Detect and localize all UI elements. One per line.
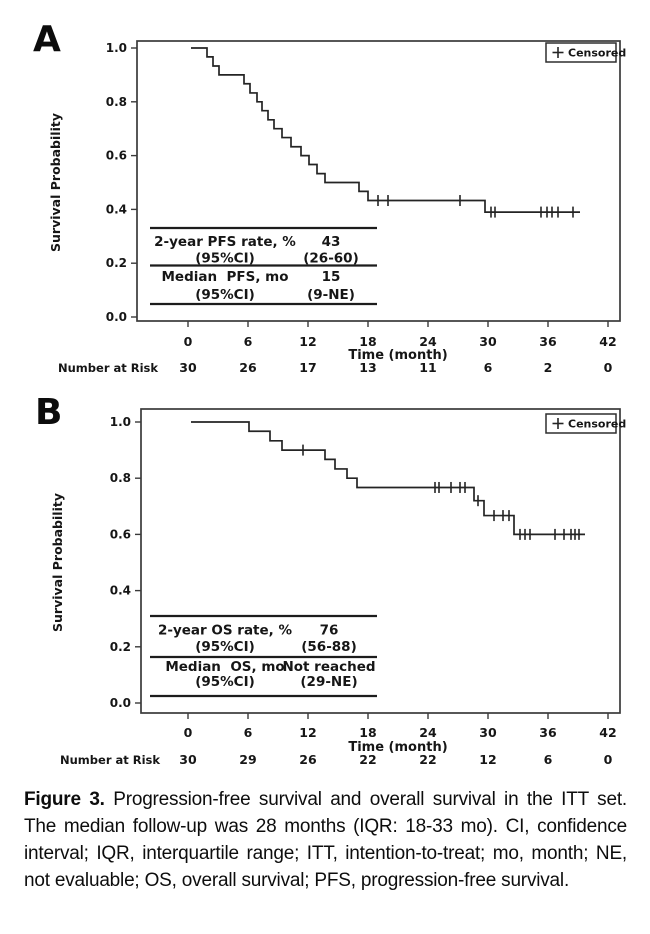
inset-table-value: Not reached <box>282 659 375 675</box>
number-at-risk-value: 30 <box>179 360 197 375</box>
x-tick-label: 12 <box>299 725 316 740</box>
inset-table-value: 76 <box>320 623 339 639</box>
number-at-risk-label: Number at Risk <box>60 753 160 767</box>
x-tick-label: 0 <box>184 725 193 740</box>
number-at-risk-value: 22 <box>419 752 436 767</box>
x-tick-label: 36 <box>539 334 557 349</box>
survival-step-curve <box>191 47 580 213</box>
number-at-risk-value: 30 <box>179 752 197 767</box>
legend-censored-label: Censored <box>568 47 626 60</box>
panel-a-letter: A <box>33 19 61 60</box>
number-at-risk-value: 17 <box>299 360 316 375</box>
caption-label: Figure 3. <box>24 789 105 810</box>
number-at-risk-value: 0 <box>604 360 613 375</box>
legend-box <box>545 413 617 434</box>
km-chart-os: 1.0 0.8 0.6 0.4 0.2 0.0 0 6 12 18 24 30 36 42 Time (mo… <box>50 408 626 767</box>
x-tick-label: 0 <box>184 334 193 349</box>
inset-table-value: 15 <box>322 269 341 285</box>
number-at-risk-label: Number at Risk <box>58 361 158 375</box>
number-at-risk-value: 29 <box>239 752 256 767</box>
x-tick-label: 24 <box>419 725 437 740</box>
inset-table-value: (26-60) <box>303 251 359 267</box>
y-tick-label: 0.4 <box>110 584 131 598</box>
x-tick-label: 6 <box>244 334 253 349</box>
y-tick-label: 0.0 <box>106 310 127 324</box>
x-tick-label: 18 <box>359 725 376 740</box>
y-tick-label: 0.4 <box>106 202 127 216</box>
plot-border <box>140 408 621 714</box>
x-tick-label: 30 <box>479 725 497 740</box>
y-tick-label: 0.2 <box>110 640 131 654</box>
x-axis-title: Time (month) <box>348 740 447 755</box>
x-tick-label: 12 <box>299 334 316 349</box>
y-tick-label: 0.2 <box>106 256 127 270</box>
plot-border <box>136 40 621 322</box>
y-axis-title: Survival Probability <box>50 493 65 632</box>
legend-box <box>545 42 617 63</box>
inset-table-label: (95%CI) <box>195 251 255 267</box>
inset-table-label: 2-year OS rate, % <box>158 623 293 639</box>
survival-step-curve <box>191 421 585 536</box>
number-at-risk-value: 26 <box>239 360 257 375</box>
number-at-risk-value: 2 <box>544 360 553 375</box>
y-tick-label: 0.0 <box>110 696 131 710</box>
y-tick-label: 0.6 <box>110 527 131 541</box>
number-at-risk-value: 6 <box>484 360 493 375</box>
number-at-risk-value: 11 <box>419 360 436 375</box>
legend-censored-label: Censored <box>568 418 626 431</box>
inset-table-label: (95%CI) <box>195 639 255 655</box>
x-tick-label: 36 <box>539 725 557 740</box>
y-tick-label: 0.8 <box>110 471 131 485</box>
inset-table-value: (56-88) <box>301 639 357 655</box>
inset-table-value: (9-NE) <box>307 287 355 303</box>
number-at-risk-value: 6 <box>544 752 553 767</box>
inset-table-label: 2-year PFS rate, % <box>154 234 296 250</box>
y-tick-label: 1.0 <box>106 41 127 55</box>
inset-table-label: (95%CI) <box>195 674 255 690</box>
inset-table-value: 43 <box>322 234 341 250</box>
number-at-risk-value: 12 <box>479 752 496 767</box>
number-at-risk-value: 13 <box>359 360 376 375</box>
x-tick-label: 42 <box>599 725 616 740</box>
x-tick-label: 24 <box>419 334 437 349</box>
y-tick-label: 1.0 <box>110 415 131 429</box>
x-tick-label: 30 <box>479 334 497 349</box>
figure-caption: Figure 3. Progression-free survival and … <box>24 786 627 894</box>
panel-b-letter: B <box>35 392 63 433</box>
y-axis-title: Survival Probability <box>48 113 63 252</box>
caption-text: Progression-free survival and overall su… <box>24 789 627 891</box>
inset-table-label: Median OS, mo <box>165 659 284 675</box>
y-tick-label: 0.6 <box>106 149 127 163</box>
inset-table-value: (29-NE) <box>300 674 357 690</box>
number-at-risk-value: 0 <box>604 752 613 767</box>
x-tick-label: 6 <box>244 725 253 740</box>
number-at-risk-value: 26 <box>299 752 317 767</box>
number-at-risk-value: 22 <box>359 752 376 767</box>
y-tick-label: 0.8 <box>106 95 127 109</box>
x-tick-label: 42 <box>599 334 616 349</box>
x-axis-title: Time (month) <box>348 348 447 363</box>
inset-table-label: (95%CI) <box>195 287 255 303</box>
inset-table-label: Median PFS, mo <box>161 269 288 285</box>
x-tick-label: 18 <box>359 334 376 349</box>
